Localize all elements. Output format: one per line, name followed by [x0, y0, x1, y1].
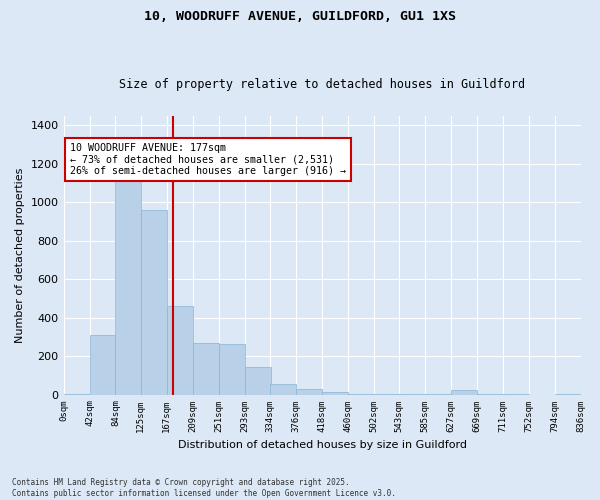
- Text: 10 WOODRUFF AVENUE: 177sqm
← 73% of detached houses are smaller (2,531)
26% of s: 10 WOODRUFF AVENUE: 177sqm ← 73% of deta…: [70, 142, 346, 176]
- Bar: [115, 178, 141, 394]
- Bar: [193, 342, 218, 394]
- Y-axis label: Number of detached properties: Number of detached properties: [15, 168, 25, 343]
- Bar: [270, 384, 296, 394]
- Text: Contains HM Land Registry data © Crown copyright and database right 2025.
Contai: Contains HM Land Registry data © Crown c…: [12, 478, 396, 498]
- Title: Size of property relative to detached houses in Guildford: Size of property relative to detached ho…: [119, 78, 525, 91]
- Bar: [296, 389, 322, 394]
- Bar: [245, 366, 271, 394]
- Bar: [167, 306, 193, 394]
- X-axis label: Distribution of detached houses by size in Guildford: Distribution of detached houses by size …: [178, 440, 467, 450]
- Bar: [322, 392, 348, 394]
- Bar: [141, 210, 167, 394]
- Bar: [451, 390, 477, 394]
- Bar: [219, 344, 245, 394]
- Bar: [89, 335, 115, 394]
- Text: 10, WOODRUFF AVENUE, GUILDFORD, GU1 1XS: 10, WOODRUFF AVENUE, GUILDFORD, GU1 1XS: [144, 10, 456, 23]
